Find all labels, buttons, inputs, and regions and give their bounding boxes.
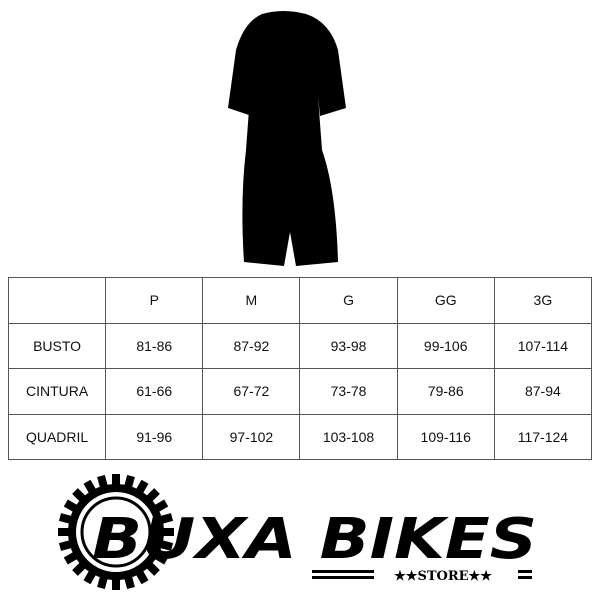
cell: 109-116 <box>396 413 495 460</box>
cell: 81-86 <box>105 322 204 369</box>
size-header: P <box>105 277 204 324</box>
row-label: BUSTO <box>7 322 107 369</box>
cell: 107-114 <box>493 322 593 369</box>
table-row: BUSTO 81-86 87-92 93-98 99-106 107-114 <box>7 322 593 369</box>
size-header: G <box>299 277 398 324</box>
cell: 91-96 <box>105 413 204 460</box>
row-label: CINTURA <box>7 368 107 415</box>
logo-store-text: ★★STORE★★ <box>394 569 492 584</box>
cell: 93-98 <box>299 322 398 369</box>
buxa-bikes-logo: BUXA BIKES ★★STORE★★ <box>58 474 537 590</box>
logo-brand-text: BUXA BIKES <box>92 507 537 572</box>
size-header: GG <box>396 277 495 324</box>
short-sleeve-romper-image <box>228 11 346 266</box>
table-header-row: P M G GG 3G <box>7 277 593 324</box>
cell: 67-72 <box>202 368 301 415</box>
size-table: P M G GG 3G BUSTO 81-86 87-92 93-98 99-1… <box>7 277 593 460</box>
cell: 99-106 <box>396 322 495 369</box>
table-row: CINTURA 61-66 67-72 73-78 79-86 87-94 <box>7 368 593 415</box>
cell: 103-108 <box>299 413 398 460</box>
cell: 87-94 <box>493 368 593 415</box>
row-label: QUADRIL <box>7 413 107 460</box>
size-header: M <box>202 277 301 324</box>
cell: 117-124 <box>493 413 593 460</box>
cell: 87-92 <box>202 322 301 369</box>
size-header: 3G <box>493 277 593 324</box>
cell: 61-66 <box>105 368 204 415</box>
cell: 79-86 <box>396 368 495 415</box>
table-row: QUADRIL 91-96 97-102 103-108 109-116 117… <box>7 413 593 460</box>
empty-corner-cell <box>7 277 107 324</box>
cell: 97-102 <box>202 413 301 460</box>
garment-silhouette <box>228 11 346 266</box>
cell: 73-78 <box>299 368 398 415</box>
